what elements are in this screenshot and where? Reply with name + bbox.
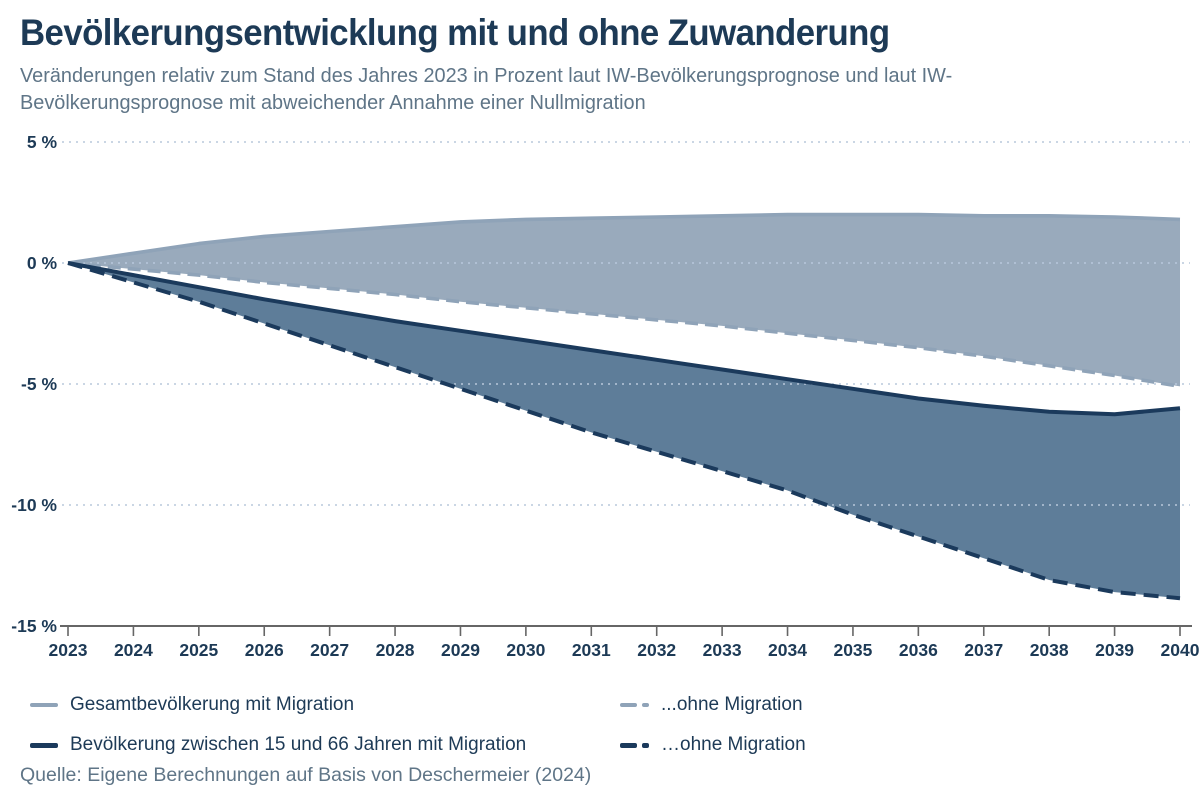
x-tick-label: 2035 <box>833 640 872 660</box>
legend-item-working-age-with-migration: Bevölkerung zwischen 15 und 66 Jahren mi… <box>30 734 526 756</box>
x-tick-label: 2040 <box>1161 640 1200 660</box>
x-tick-label: 2032 <box>637 640 676 660</box>
series-line <box>67 212 1181 265</box>
y-tick-label: 0 % <box>27 253 58 273</box>
light-dashed-line-swatch <box>620 703 649 707</box>
legend-label: Gesamtbevölkerung mit Migration <box>70 694 355 715</box>
subtitle-line-1: Veränderungen relativ zum Stand des Jahr… <box>20 64 953 87</box>
population-chart: 2023 2024 2025 2026 2027 2028 2029 2030 2031 2032… <box>11 135 1200 660</box>
series-line <box>67 261 1181 601</box>
x-tick-label: 2025 <box>179 640 218 660</box>
page-title: Bevölkerungsentwicklung mit und ohne Zuw… <box>20 12 890 53</box>
dark-dashed-line-swatch <box>620 742 649 748</box>
x-tick-label: 2038 <box>1030 640 1069 660</box>
y-tick-label: 5 % <box>27 135 58 152</box>
legend-item-working-age-without-migration: …ohne Migration <box>620 734 806 756</box>
series-line <box>67 261 1181 389</box>
x-tick-label: 2036 <box>899 640 938 660</box>
legend-label: …ohne Migration <box>661 734 806 755</box>
x-tick-label: 2024 <box>114 640 153 660</box>
x-tick-label: 2029 <box>441 640 480 660</box>
y-tick-label: -15 % <box>11 616 57 636</box>
source-note: Quelle: Eigene Berechnungen auf Basis vo… <box>20 764 592 786</box>
x-tick-label: 2027 <box>310 640 349 660</box>
x-tick-label: 2039 <box>1095 640 1134 660</box>
y-tick-label: -5 % <box>21 374 57 394</box>
x-tick-label: 2026 <box>245 640 284 660</box>
y-tick-label: -10 % <box>11 495 57 515</box>
x-tick-label: 2037 <box>964 640 1003 660</box>
legend-item-total-with-migration: Gesamtbevölkerung mit Migration <box>30 694 354 716</box>
x-tick-label: 2028 <box>376 640 415 660</box>
x-tick-label: 2030 <box>506 640 545 660</box>
light-solid-line-swatch <box>30 703 58 707</box>
legend-label: ...ohne Migration <box>661 694 803 715</box>
x-tick-label: 2034 <box>768 640 807 660</box>
x-tick-label: 2023 <box>49 640 88 660</box>
series-line <box>67 261 1181 417</box>
subtitle-line-2: Bevölkerungsprognose mit abweichender An… <box>20 91 646 114</box>
x-tick-label: 2031 <box>572 640 611 660</box>
chart-subtitle: Veränderungen relativ zum Stand des Jahr… <box>20 62 952 116</box>
chart-legend: Gesamtbevölkerung mit Migration ...ohne … <box>0 688 1200 764</box>
band-fill <box>68 214 1180 387</box>
dark-solid-line-swatch <box>30 742 58 748</box>
legend-item-total-without-migration: ...ohne Migration <box>620 694 803 716</box>
band-fill <box>68 263 1180 599</box>
legend-label: Bevölkerung zwischen 15 und 66 Jahren mi… <box>70 734 527 755</box>
x-tick-label: 2033 <box>703 640 742 660</box>
